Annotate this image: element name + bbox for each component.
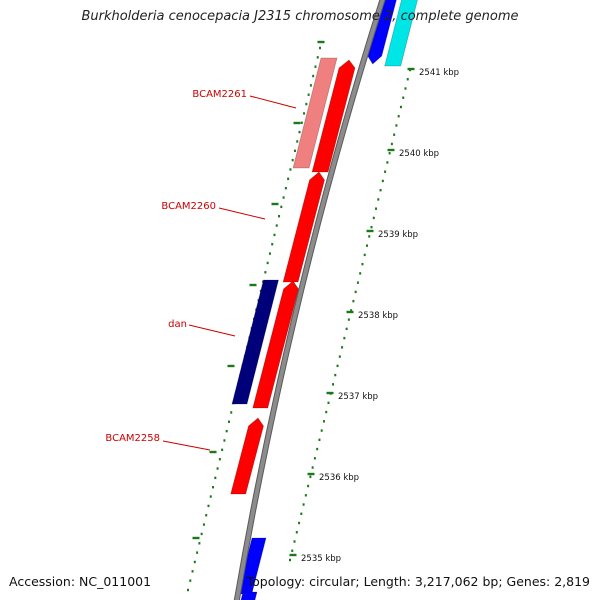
backbone-line xyxy=(234,0,385,600)
scale-tick-label-2541: 2541 kbp xyxy=(419,68,459,78)
scale-tick-label-2539: 2539 kbp xyxy=(378,230,418,240)
scale-tick-label-2536: 2536 kbp xyxy=(319,473,359,483)
scale-tick-label-2538: 2538 kbp xyxy=(358,311,398,321)
scale-tick-mark xyxy=(346,310,354,314)
gene-features xyxy=(230,0,418,600)
gene-reverse-top-cyan xyxy=(384,0,418,67)
gene-forward-bcam2261 xyxy=(311,59,356,173)
gene-bcam2261-light xyxy=(292,57,338,169)
leader-line xyxy=(162,440,211,451)
scale-tick-mark xyxy=(407,67,415,71)
gene-label-bcam2258: BCAM2258 xyxy=(105,433,160,444)
scale-tick-mark xyxy=(289,553,297,557)
gene-forward-bcam2260 xyxy=(282,171,325,283)
outer-major-tick xyxy=(249,283,257,287)
gene-label-bcam2261: BCAM2261 xyxy=(192,89,247,100)
scale-ticks: 2541 kbp 2540 kbp 2539 kbp 2538 kbp 2537 kbp… xyxy=(289,67,459,564)
gene-label-dan: dan xyxy=(168,319,187,330)
gene-label-bcam2260: BCAM2260 xyxy=(161,201,216,212)
outer-major-tick xyxy=(227,364,235,368)
leader-line xyxy=(218,207,266,220)
accession-text: Accession: NC_011001 xyxy=(9,574,152,589)
label-leader-lines xyxy=(162,95,297,451)
leader-line xyxy=(249,95,297,109)
gene-reverse-bottom-2 xyxy=(240,591,258,600)
backbone xyxy=(233,0,386,600)
outer-major-tick xyxy=(209,450,217,454)
gene-labels: BCAM2261 BCAM2260 dan BCAM2258 xyxy=(105,89,247,444)
scale-tick-mark xyxy=(326,391,334,395)
scale-tick-mark xyxy=(366,229,374,233)
topology-summary: Topology: circular; Length: 3,217,062 bp… xyxy=(246,574,590,589)
gene-dan xyxy=(231,279,280,405)
gene-bcam2258 xyxy=(230,417,264,495)
outer-major-tick xyxy=(293,121,301,125)
inner-dotted-line xyxy=(289,68,411,562)
gene-forward-2 xyxy=(252,280,299,409)
scale-tick-mark xyxy=(387,148,395,152)
scale-tick-label-2535: 2535 kbp xyxy=(301,554,341,564)
scale-tick-mark xyxy=(307,472,315,476)
outer-major-tick xyxy=(192,536,200,540)
scale-tick-label-2537: 2537 kbp xyxy=(338,392,378,402)
outer-major-tick xyxy=(271,202,279,206)
map-title: Burkholderia cenocepacia J2315 chromosom… xyxy=(81,9,519,24)
leader-line xyxy=(188,324,236,337)
outer-major-tick xyxy=(317,40,325,44)
scale-tick-label-2540: 2540 kbp xyxy=(399,149,439,159)
